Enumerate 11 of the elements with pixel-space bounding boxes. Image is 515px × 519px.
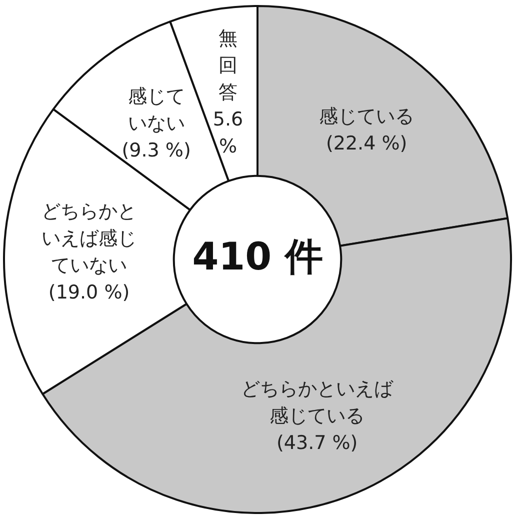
slice-label: 感じている: [319, 105, 414, 128]
data-label: (22.4 %): [326, 132, 408, 154]
slice-label: 無回答: [218, 27, 238, 104]
data-label: (43.7 %): [276, 432, 358, 454]
slice-label: どちらかといえば感じていない: [42, 200, 137, 277]
slice-label: どちらかといえば感じている: [241, 378, 394, 428]
data-label: (19.0 %): [48, 282, 130, 304]
data-label: (9.3 %): [122, 140, 191, 162]
text: 410 件: [192, 234, 323, 278]
slice-label: 感じていない: [128, 86, 185, 135]
data-label: 5.6 %: [212, 108, 244, 158]
